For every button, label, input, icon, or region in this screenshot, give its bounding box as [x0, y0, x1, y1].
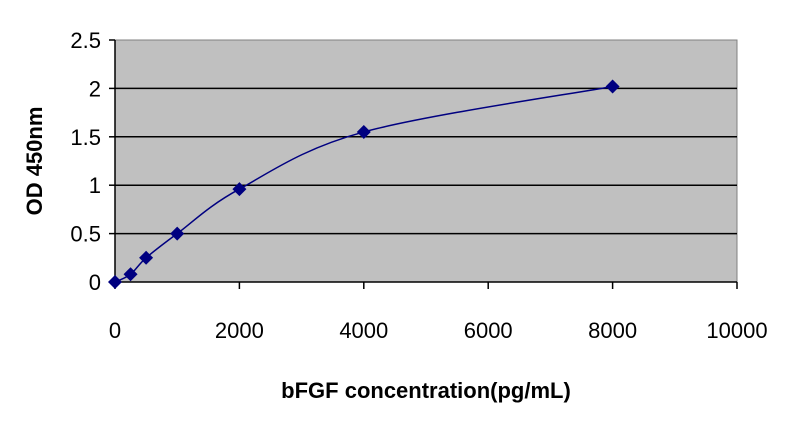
- y-tick-label: 2.5: [70, 28, 101, 53]
- x-tick-label: 10000: [706, 318, 767, 343]
- y-axis-title: OD 450nm: [22, 107, 47, 216]
- data-point-marker: [108, 275, 122, 289]
- y-tick-label: 0: [89, 270, 101, 295]
- y-tick-label: 0.5: [70, 222, 101, 247]
- y-tick-label: 1: [89, 173, 101, 198]
- y-tick-label: 1.5: [70, 125, 101, 150]
- data-point-marker: [356, 124, 371, 139]
- x-tick-label: 8000: [588, 318, 637, 343]
- data-point-marker: [170, 226, 185, 241]
- y-tick-label: 2: [89, 76, 101, 101]
- x-tick-label: 0: [109, 318, 121, 343]
- x-tick-label: 4000: [339, 318, 388, 343]
- data-point-marker: [139, 250, 154, 265]
- x-axis-title: bFGF concentration(pg/mL): [281, 378, 571, 403]
- data-point-marker: [232, 182, 247, 197]
- x-tick-label: 6000: [464, 318, 513, 343]
- data-point-marker: [123, 267, 138, 282]
- x-tick-label: 2000: [215, 318, 264, 343]
- data-point-marker: [605, 79, 620, 94]
- plot-area: [114, 39, 738, 283]
